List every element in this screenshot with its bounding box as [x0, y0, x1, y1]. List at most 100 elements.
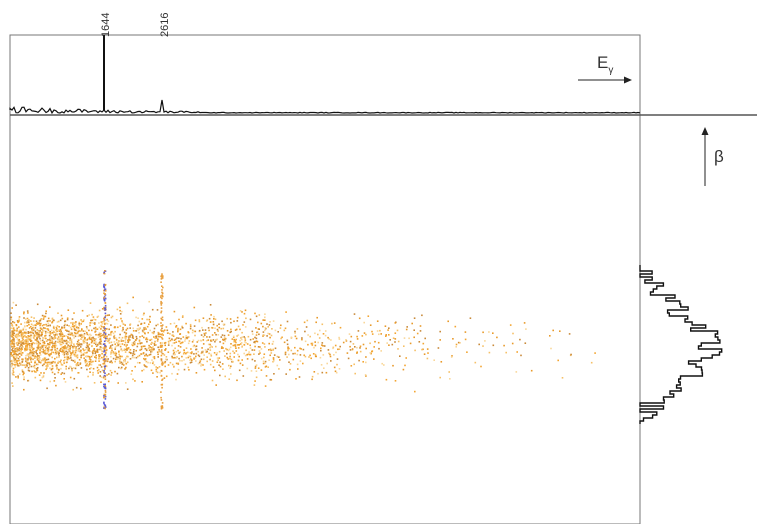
event-dot	[26, 344, 29, 346]
event-dot	[307, 343, 309, 346]
event-dot	[12, 356, 15, 358]
event-dot	[47, 320, 50, 322]
event-dot	[21, 342, 24, 345]
event-dot	[36, 368, 38, 370]
event-dot	[191, 331, 194, 334]
event-dot	[190, 352, 193, 355]
event-dot	[233, 341, 236, 343]
event-dot	[147, 347, 150, 349]
event-dot	[230, 358, 233, 361]
event-dot	[311, 378, 313, 381]
event-dot	[25, 349, 28, 351]
event-dot	[303, 354, 305, 357]
event-dot	[149, 353, 152, 356]
event-dot	[35, 356, 37, 359]
event-dot	[210, 345, 212, 347]
event-dot	[320, 364, 323, 366]
event-dot	[516, 351, 518, 353]
event-dot	[103, 358, 106, 360]
event-dot	[374, 340, 376, 343]
event-dot	[164, 349, 167, 351]
event-dot	[199, 360, 202, 362]
event-dot	[313, 346, 315, 349]
event-dot	[175, 357, 177, 359]
event-dot	[157, 333, 160, 336]
event-dot	[205, 339, 208, 342]
event-dot	[155, 366, 157, 368]
event-dot	[44, 360, 47, 362]
event-dot	[119, 345, 122, 348]
event-dot	[54, 346, 56, 349]
event-dot	[356, 346, 358, 349]
event-dot	[38, 357, 41, 359]
event-dot	[87, 346, 89, 348]
event-dot	[197, 339, 200, 342]
event-dot	[262, 334, 265, 336]
event-dot	[76, 354, 78, 357]
event-dot	[262, 331, 265, 333]
event-dot	[45, 337, 47, 340]
event-dot	[157, 353, 159, 356]
event-dot	[176, 373, 179, 375]
peak-label: 1644	[100, 13, 112, 37]
event-dot	[95, 343, 97, 346]
event-dot	[36, 329, 39, 331]
event-dot	[191, 351, 193, 353]
event-dot	[114, 337, 117, 339]
event-dot	[52, 332, 54, 334]
event-dot	[50, 361, 53, 364]
event-dot	[173, 339, 176, 341]
event-dot	[90, 338, 93, 340]
event-dot	[144, 358, 147, 360]
event-dot	[317, 372, 319, 375]
event-dot	[111, 361, 113, 364]
event-dot	[119, 333, 121, 336]
event-dot	[424, 337, 426, 340]
event-dot	[95, 350, 98, 353]
event-dot	[47, 322, 50, 325]
event-dot	[84, 361, 87, 364]
event-dot	[358, 359, 360, 362]
event-dot	[160, 296, 162, 299]
event-dot	[255, 315, 258, 318]
event-dot	[105, 322, 108, 325]
event-dot	[237, 353, 239, 356]
event-dot	[283, 341, 286, 344]
event-dot	[29, 346, 31, 349]
event-dot	[127, 347, 130, 349]
event-dot	[455, 346, 457, 348]
event-dot	[311, 375, 314, 378]
event-dot	[258, 314, 261, 316]
event-dot	[64, 346, 67, 349]
event-dot	[72, 367, 75, 369]
event-dot	[166, 358, 168, 361]
event-dot	[175, 326, 177, 328]
event-dot	[143, 327, 145, 329]
event-dot	[230, 321, 232, 324]
event-dot	[44, 356, 47, 359]
event-dot	[191, 329, 194, 332]
event-dot	[39, 324, 41, 327]
event-dot	[214, 327, 216, 329]
event-dot	[140, 323, 142, 325]
event-dot	[253, 384, 256, 386]
event-dot	[253, 353, 255, 355]
event-dot	[125, 345, 127, 348]
event-dot	[127, 340, 130, 343]
event-dot	[369, 324, 372, 326]
event-dot	[98, 326, 101, 329]
event-dot	[160, 307, 163, 309]
event-dot	[21, 360, 24, 363]
event-dot	[52, 360, 54, 363]
event-dot	[258, 353, 260, 355]
event-dot	[222, 347, 224, 349]
event-dot	[22, 373, 24, 376]
event-dot	[39, 352, 41, 354]
event-dot	[29, 348, 31, 351]
event-dot	[20, 347, 23, 350]
event-dot	[141, 342, 143, 344]
event-dot	[185, 322, 187, 325]
event-dot	[301, 338, 303, 341]
event-dot	[17, 321, 19, 324]
event-dot	[18, 359, 21, 362]
